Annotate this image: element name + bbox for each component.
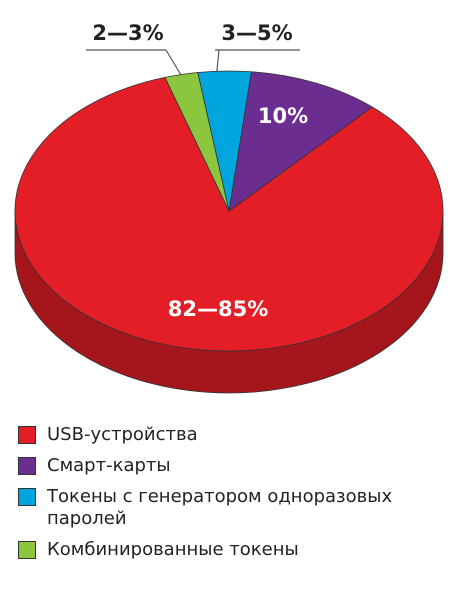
- legend-swatch: [18, 426, 36, 444]
- chart: 82—85% 10% 3—5% 2—3%: [14, 21, 444, 394]
- legend-label: Смарт-карты: [47, 455, 171, 476]
- pie-slice: [14, 76, 444, 352]
- value-label: 10%: [258, 104, 308, 128]
- legend-item: Токены с генератором одноразовых паролей: [18, 486, 448, 530]
- legend-item: USB-устройства: [18, 424, 448, 446]
- legend-item: Комбинированные токены: [18, 539, 448, 561]
- pie-slice: [164, 72, 230, 212]
- legend-swatch: [18, 488, 36, 506]
- legend-label: Токены с генератором одноразовых паролей: [47, 486, 393, 529]
- legend-swatch: [18, 457, 36, 475]
- legend-swatch: [18, 541, 36, 559]
- legend: USB-устройства Смарт-карты Токены с генера…: [18, 424, 448, 570]
- value-label: 3—5%: [221, 21, 292, 45]
- legend-label: USB-устройства: [47, 424, 198, 445]
- value-label: 2—3%: [92, 21, 163, 45]
- value-label: 82—85%: [168, 297, 269, 321]
- legend-item: Смарт-карты: [18, 455, 448, 477]
- legend-label: Комбинированные токены: [47, 539, 299, 560]
- pie-slice: [228, 71, 373, 212]
